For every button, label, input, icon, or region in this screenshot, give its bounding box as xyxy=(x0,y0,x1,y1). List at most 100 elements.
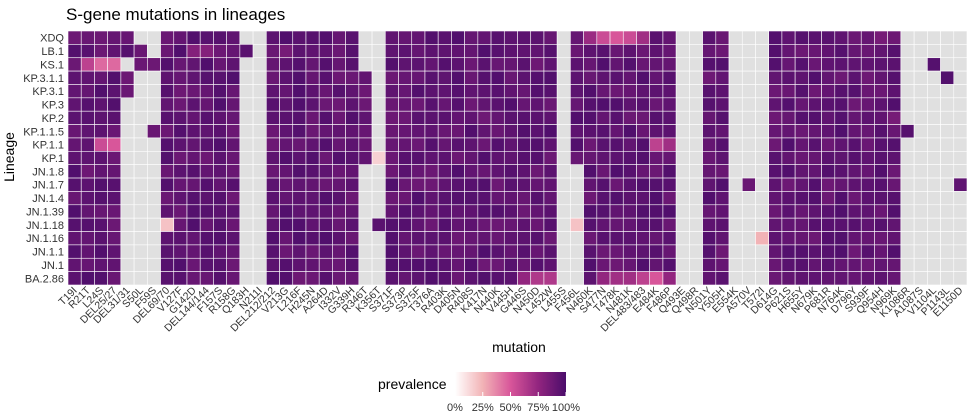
heatmap-cell-JN.1.8-R408S xyxy=(464,164,479,179)
heatmap-cell-KP.3.1-P681R xyxy=(821,84,836,99)
heatmap-cell-JN.1.1-Q498R xyxy=(689,244,703,259)
heatmap-cell-BA.2.86-K1086R xyxy=(900,271,915,286)
heatmap-cell-JN.1-T376A xyxy=(424,257,439,272)
heatmap-cell-LB.1-N679K xyxy=(808,44,822,59)
heatmap-cell-BA.2.86-V213G xyxy=(279,271,294,286)
heatmap-cell-KP.3-S477N xyxy=(596,97,611,112)
heatmap-cell-LB.1-K1086R xyxy=(900,44,915,59)
heatmap-cell-JN.1.4-L452W xyxy=(543,191,558,206)
heatmap-cell-KP.3.1-S373P xyxy=(398,84,413,99)
heatmap-cell-JN.1.16-N501Y xyxy=(702,231,717,246)
heatmap-cell-LB.1-D405N xyxy=(451,44,465,59)
heatmap-cell-KP.2-F456L xyxy=(570,110,584,125)
heatmap-cell-LB.1-F486P xyxy=(662,44,677,59)
heatmap-cell-JN.1.18-V1104L xyxy=(927,217,941,232)
heatmap-cell-KP.2-L452W xyxy=(543,110,558,125)
heatmap-cell-JN.1.18-T572I xyxy=(755,217,769,232)
heatmap-cell-KP.3-L216F xyxy=(292,97,307,112)
heatmap-cell-JN.1-N450D xyxy=(530,257,545,272)
heatmap-cell-JN.1.39-G339H xyxy=(345,204,360,219)
heatmap-cell-KP.3-H655Y xyxy=(794,97,809,112)
heatmap-cell-LB.1-P621S xyxy=(781,44,796,59)
heatmap-cell-JN.1.18-DEL31/31 xyxy=(120,217,135,232)
heatmap-cell-KS.1-Y505H xyxy=(715,57,730,72)
heatmap-cell-XDQ-R346T xyxy=(358,30,373,45)
heatmap-cell-JN.1.16-Q954H xyxy=(874,231,888,246)
heatmap-cell-JN.1.1-K1086R xyxy=(900,244,915,259)
heatmap-cell-KS.1-N440K xyxy=(490,57,505,72)
heatmap-cell-KP.1-F486P xyxy=(662,151,677,165)
heatmap-cell-JN.1.39-L24S xyxy=(94,204,108,219)
heatmap-cell-JN.1.16-Y505H xyxy=(715,231,730,246)
heatmap-cell-KP.1-N501Y xyxy=(702,151,717,165)
heatmap-cell-LB.1-V1104L xyxy=(927,44,941,59)
heatmap-cell-JN.1.8-T376A xyxy=(424,164,439,179)
heatmap-cell-JN.1.18-F486P xyxy=(662,217,677,232)
heatmap-cell-JN.1.16-Q183H xyxy=(239,231,254,246)
heatmap-cell-XDQ-T19I xyxy=(67,30,82,45)
heatmap-cell-KP.3-N460K xyxy=(583,97,598,112)
heatmap-cell-JN.1-F157S xyxy=(213,257,227,272)
heatmap-cell-KP.1.1.5-K356T xyxy=(371,124,386,139)
heatmap-cell-JN.1.16-G339H xyxy=(345,231,360,246)
heatmap-cell-JN.1.4-DEL212/212 xyxy=(266,191,280,206)
heatmap-cell-KP.3-A264D xyxy=(318,97,333,112)
heatmap-cell-KP.3-DEL25/27 xyxy=(107,97,122,112)
heatmap-cell-JN.1.7-F157S xyxy=(213,177,227,192)
heatmap-cell-KP.3.1.1-V1104L xyxy=(927,70,941,85)
heatmap-cell-KP.3.1-G142D xyxy=(186,84,201,99)
heatmap-cell-KP.3.1-Q498R xyxy=(689,84,703,99)
heatmap-cell-KS.1-N211I xyxy=(252,57,267,72)
x-tick-labels: T19IR21TL24SDEL25/27DEL31/31S50LF59SDEL6… xyxy=(56,284,965,334)
heatmap-cell-KP.1.1.5-A264D xyxy=(318,124,333,139)
heatmap-cell-JN.1.1-N440K xyxy=(490,244,505,259)
heatmap-cell-KP.1-H655Y xyxy=(794,151,809,165)
heatmap-cell-KP.1-K417N xyxy=(477,151,492,165)
heatmap-cell-LB.1-F456L xyxy=(570,44,584,59)
heatmap-cell-JN.1.1-V127F xyxy=(173,244,188,259)
heatmap-cell-KP.3.1-N450D xyxy=(530,84,545,99)
heatmap-cell-JN.1.16-T19I xyxy=(67,231,82,246)
heatmap-cell-JN.1-DEL25/27 xyxy=(107,257,122,272)
heatmap-cell-KP.3-DEL144/144 xyxy=(199,97,214,112)
heatmap-cell-XDQ-N211I xyxy=(252,30,267,45)
heatmap-cell-JN.1.8-G142D xyxy=(186,164,201,179)
heatmap-cell-JN.1.39-R346T xyxy=(358,204,373,219)
heatmap-cell-JN.1.16-T572I xyxy=(755,231,769,246)
heatmap-cell-KP.1.1-S50L xyxy=(133,137,148,152)
heatmap-cell-KP.3.1-A264D xyxy=(318,84,333,99)
heatmap-cell-JN.1.1-A1087S xyxy=(913,244,928,259)
heatmap-cell-JN.1.1-L452W xyxy=(543,244,558,259)
y-tick-label: JN.1.18 xyxy=(26,220,64,232)
heatmap-cell-JN.1.39-N969K xyxy=(887,204,902,219)
heatmap-cell-JN.1.8-R158G xyxy=(226,164,241,179)
heatmap-cell-XDQ-E1150D xyxy=(953,30,968,45)
heatmap-cell-KP.1.1-P681R xyxy=(821,137,836,152)
heatmap-cell-JN.1.8-P681R xyxy=(821,164,836,179)
heatmap-cell-LB.1-V127F xyxy=(173,44,188,59)
heatmap-cell-KP.2-P1143L xyxy=(940,110,955,125)
heatmap-cell-LB.1-G446S xyxy=(517,44,532,59)
heatmap-cell-JN.1.7-N450D xyxy=(530,177,545,192)
heatmap-cell-JN.1.4-H245N xyxy=(305,191,320,206)
heatmap-cell-LB.1-N211I xyxy=(252,44,267,59)
heatmap-cell-XDQ-T376A xyxy=(424,30,439,45)
heatmap-cell-BA.2.86-A264D xyxy=(318,271,333,286)
heatmap-cell-KP.3-T19I xyxy=(67,97,82,112)
heatmap-cell-JN.1.39-V445H xyxy=(503,204,518,219)
heatmap-cell-JN.1.39-Q183H xyxy=(239,204,254,219)
heatmap-cell-JN.1.16-N969K xyxy=(887,231,902,246)
heatmap-cell-JN.1.39-S375F xyxy=(411,204,426,219)
heatmap-cell-JN.1.7-F456L xyxy=(570,177,584,192)
heatmap-cell-KP.1.1.5-F157S xyxy=(213,124,227,139)
heatmap-cell-JN.1.8-S371F xyxy=(384,164,399,179)
heatmap-cell-KP.3.1.1-E484K xyxy=(649,70,664,85)
heatmap-cell-LB.1-Q498R xyxy=(689,44,703,59)
heatmap-cell-JN.1-G339H xyxy=(345,257,360,272)
heatmap-cell-JN.1.16-I332V xyxy=(332,231,346,246)
heatmap-cell-JN.1-R21T xyxy=(80,257,95,272)
heatmap-cell-JN.1.1-Q183H xyxy=(239,244,254,259)
legend-tick-label: 75% xyxy=(527,402,549,414)
heatmap-cell-KP.3-F456L xyxy=(570,97,584,112)
heatmap-cell-KP.2-V127F xyxy=(173,110,188,125)
